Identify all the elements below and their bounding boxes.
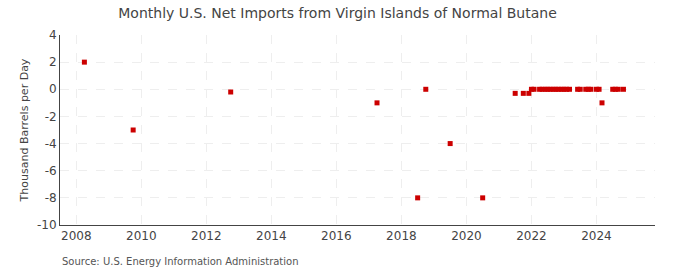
- svg-text:2014: 2014: [256, 229, 287, 243]
- svg-text:-4: -4: [45, 137, 57, 151]
- svg-text:2: 2: [49, 55, 57, 69]
- svg-text:-10: -10: [37, 218, 57, 232]
- svg-text:2008: 2008: [61, 229, 92, 243]
- svg-text:Thousand Barrels per Day: Thousand Barrels per Day: [18, 58, 31, 202]
- svg-text:2010: 2010: [126, 229, 157, 243]
- svg-text:2018: 2018: [386, 229, 417, 243]
- svg-text:-2: -2: [45, 110, 57, 124]
- svg-text:0: 0: [49, 82, 57, 96]
- svg-text:4: 4: [49, 28, 57, 42]
- svg-text:-6: -6: [45, 164, 57, 178]
- svg-text:Source: U.S. Energy Informatio: Source: U.S. Energy Information Administ…: [62, 256, 299, 267]
- svg-text:2024: 2024: [581, 229, 612, 243]
- svg-text:Monthly U.S. Net Imports from: Monthly U.S. Net Imports from Virgin Isl…: [118, 5, 557, 21]
- svg-text:2012: 2012: [191, 229, 222, 243]
- svg-text:2022: 2022: [516, 229, 547, 243]
- svg-text:2016: 2016: [321, 229, 352, 243]
- svg-text:-8: -8: [45, 191, 57, 205]
- svg-text:2020: 2020: [451, 229, 482, 243]
